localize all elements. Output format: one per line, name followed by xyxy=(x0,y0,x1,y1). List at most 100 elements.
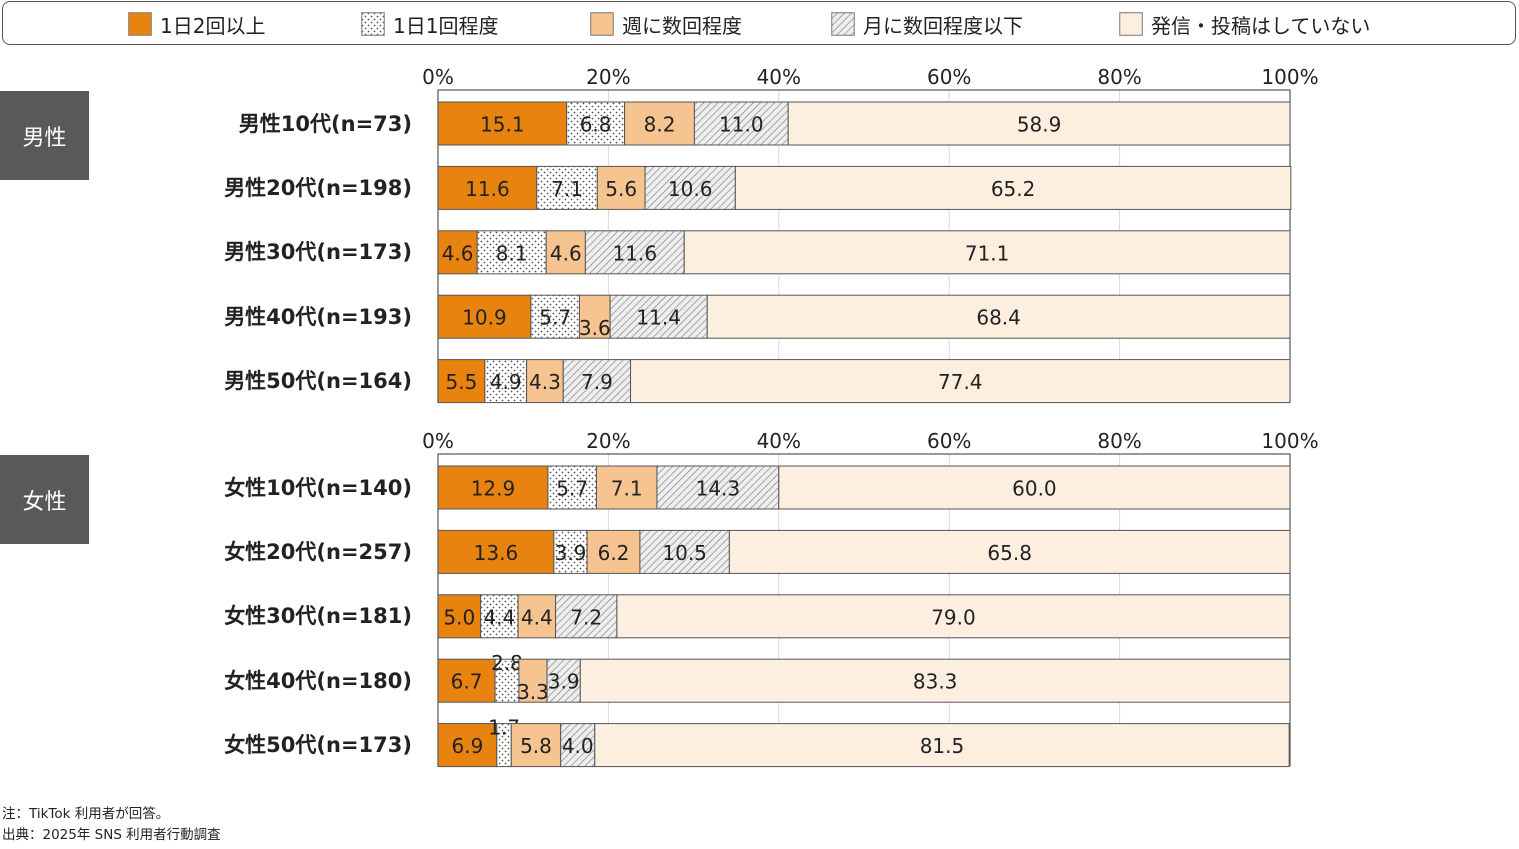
x-tick-label-0-4: 80% xyxy=(1097,65,1141,89)
bar-segment-0-2-1 xyxy=(476,230,547,275)
data-label-0-2-4: 71.1 xyxy=(965,241,1010,265)
bar-segment-0-0-3 xyxy=(693,101,789,146)
bar-segment-1-0-1 xyxy=(547,465,597,510)
legend-label-4: 発信・投稿はしていない xyxy=(1151,13,1371,38)
chart-notes: 注：TikTok 利用者が回答。 出典：2025年 SNS 利用者行動調査 xyxy=(2,804,221,846)
bar-segment-0-3-3 xyxy=(609,294,708,339)
data-label-0-0-2: 8.2 xyxy=(644,113,676,137)
x-tick-label-1-3: 60% xyxy=(927,429,971,453)
legend-label-3: 月に数回程度以下 xyxy=(863,13,1023,38)
data-label-1-3-0: 6.7 xyxy=(451,670,483,694)
data-label-1-0-2: 7.1 xyxy=(611,477,643,501)
bar-segment-1-2-3 xyxy=(555,594,618,639)
data-label-1-3-4: 83.3 xyxy=(913,670,958,694)
bar-segment-0-2-4 xyxy=(683,230,1291,275)
data-label-0-0-3: 11.0 xyxy=(719,113,764,137)
data-label-1-1-0: 13.6 xyxy=(474,541,519,565)
legend-item-4: 発信・投稿はしていない xyxy=(1119,11,1371,38)
x-tick-label-0-0: 0% xyxy=(422,65,454,89)
bar-segment-0-1-2 xyxy=(596,165,646,210)
bar-segment-1-4-2 xyxy=(510,723,562,768)
row-label-1-1: 女性20代(n=257) xyxy=(224,539,412,564)
data-label-0-0-0: 15.1 xyxy=(480,113,525,137)
legend-swatch-2 xyxy=(590,12,614,36)
legend-item-0: 1日2回以上 xyxy=(128,11,266,38)
data-label-1-1-4: 65.8 xyxy=(987,541,1032,565)
legend-label-1: 1日1回程度 xyxy=(393,13,499,38)
bar-segment-0-1-3 xyxy=(644,165,736,210)
bar-segment-0-4-0 xyxy=(437,359,486,404)
bar-segment-1-1-4 xyxy=(728,529,1291,574)
note-text: 注：TikTok 利用者が回答。 xyxy=(2,806,170,822)
bar-segment-1-2-1 xyxy=(480,594,519,639)
data-label-1-2-1: 4.4 xyxy=(483,605,515,629)
data-label-0-3-3: 11.4 xyxy=(636,306,681,330)
row-label-0-4: 男性50代(n=164) xyxy=(224,369,412,394)
data-label-0-1-4: 65.2 xyxy=(991,177,1036,201)
data-label-1-2-0: 5.0 xyxy=(443,605,475,629)
bar-segment-0-4-4 xyxy=(630,359,1291,404)
bar-segment-1-1-2 xyxy=(586,529,641,574)
data-label-0-3-0: 10.9 xyxy=(462,306,507,330)
x-tick-label-1-2: 40% xyxy=(757,429,801,453)
bar-segment-1-1-1 xyxy=(553,529,588,574)
x-tick-label-0-2: 40% xyxy=(757,65,801,89)
bar-segment-1-2-4 xyxy=(616,594,1291,639)
data-label-1-1-3: 10.5 xyxy=(662,541,707,565)
bar-segment-1-0-3 xyxy=(656,465,780,510)
data-label-0-4-3: 7.9 xyxy=(581,370,613,394)
bar-segment-0-3-4 xyxy=(706,294,1291,339)
bar-segment-0-2-0 xyxy=(437,230,478,275)
data-label-0-0-1: 6.8 xyxy=(580,113,612,137)
bar-segment-1-1-3 xyxy=(639,529,730,574)
data-label-0-1-2: 5.6 xyxy=(605,177,637,201)
data-label-0-2-3: 11.6 xyxy=(613,241,658,265)
data-label-1-3-2: 3.3 xyxy=(517,680,549,704)
x-tick-label-0-5: 100% xyxy=(1261,65,1318,89)
bar-segment-0-4-3 xyxy=(562,359,632,404)
bar-segment-0-0-0 xyxy=(437,101,568,146)
data-label-1-2-4: 79.0 xyxy=(931,605,976,629)
bar-segment-1-4-4 xyxy=(594,723,1290,768)
x-tick-label-0-3: 60% xyxy=(927,65,971,89)
source-text: 出典：2025年 SNS 利用者行動調査 xyxy=(2,827,221,843)
bar-segment-0-0-2 xyxy=(624,101,695,146)
bar-segment-1-3-2 xyxy=(518,658,548,703)
bar-segment-1-4-0 xyxy=(437,723,498,768)
row-label-1-3: 女性40代(n=180) xyxy=(224,668,412,693)
data-label-1-4-2: 5.8 xyxy=(520,734,552,758)
data-label-1-3-3: 3.9 xyxy=(548,670,580,694)
bar-segment-1-1-0 xyxy=(437,529,555,574)
data-label-0-2-2: 4.6 xyxy=(550,241,582,265)
legend-swatch-0 xyxy=(128,12,152,36)
bar-segment-1-0-4 xyxy=(778,465,1291,510)
bar-segment-1-2-0 xyxy=(437,594,482,639)
legend-swatch-4 xyxy=(1119,12,1143,36)
data-label-0-4-4: 77.4 xyxy=(938,370,983,394)
x-tick-label-1-4: 80% xyxy=(1097,429,1141,453)
row-label-0-2: 男性30代(n=173) xyxy=(224,240,412,265)
row-label-1-0: 女性10代(n=140) xyxy=(224,475,412,500)
data-label-0-3-1: 5.7 xyxy=(539,306,571,330)
bar-segment-0-3-1 xyxy=(530,294,580,339)
x-tick-label-1-0: 0% xyxy=(422,429,454,453)
bar-segment-0-1-1 xyxy=(536,165,598,210)
data-label-1-0-1: 5.7 xyxy=(556,477,588,501)
row-label-1-4: 女性50代(n=173) xyxy=(224,733,412,758)
x-tick-label-1-1: 20% xyxy=(586,429,630,453)
group-label-0: 男性 xyxy=(0,91,89,180)
stacked-bar-chart: 0% 20% 40% 60% 80% 100% 15.1 6.8 8.2 11.0 58.9 11.6… xyxy=(422,65,1319,768)
data-label-1-0-0: 12.9 xyxy=(471,477,516,501)
row-label-0-3: 男性40代(n=193) xyxy=(224,304,412,329)
data-label-0-2-0: 4.6 xyxy=(442,241,474,265)
data-label-1-1-1: 3.9 xyxy=(555,541,587,565)
row-label-0-0: 男性10代(n=73) xyxy=(238,111,412,136)
bar-segment-1-4-3 xyxy=(560,723,596,768)
legend-label-0: 1日2回以上 xyxy=(160,13,266,38)
legend-swatch-1 xyxy=(361,12,385,36)
bar-segment-0-3-2 xyxy=(578,294,611,339)
data-label-0-1-1: 7.1 xyxy=(551,177,583,201)
data-label-1-2-2: 4.4 xyxy=(521,605,553,629)
row-label-1-2: 女性30代(n=181) xyxy=(224,604,412,629)
data-label-0-3-2: 3.6 xyxy=(579,316,611,340)
